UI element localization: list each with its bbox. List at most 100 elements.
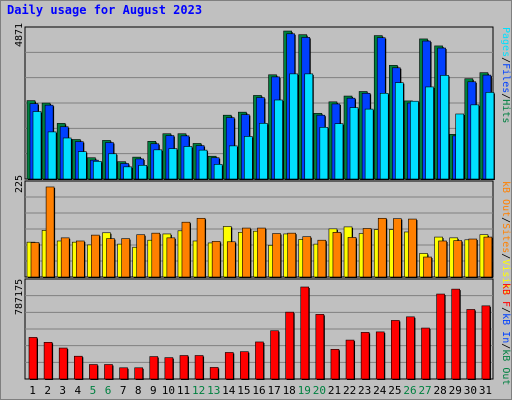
bar-kbytes-31 (481, 305, 491, 380)
bar-sites-16 (257, 227, 266, 278)
bar-pages-17 (274, 99, 283, 180)
day-label-18: 18 (283, 384, 296, 397)
bar-pages-3 (62, 137, 72, 180)
bar-sites-10 (166, 237, 176, 278)
bar-kbytes-19 (300, 286, 310, 380)
bar-sites-18 (287, 232, 296, 278)
day-label-25: 25 (388, 384, 401, 397)
bar-sites-28 (438, 240, 447, 278)
bar-pages-16 (259, 123, 268, 180)
bar-pages-26 (410, 100, 419, 180)
day-label-28: 28 (434, 384, 447, 397)
bar-pages-18 (289, 73, 298, 180)
day-label-21: 21 (328, 384, 341, 397)
day-label-12: 12 (192, 384, 205, 397)
bar-sites-11 (181, 221, 191, 278)
bar-kbytes-2 (43, 342, 53, 380)
bar-sites-30 (468, 238, 478, 278)
bar-sites-12 (196, 217, 206, 278)
bar-pages-21 (334, 123, 344, 180)
day-label-4: 4 (75, 384, 82, 397)
bar-kbytes-21 (330, 349, 340, 380)
bar-kbytes-30 (466, 309, 476, 380)
day-label-14: 14 (222, 384, 236, 397)
bar-pages-13 (213, 164, 223, 180)
bar-sites-6 (106, 238, 115, 278)
bar-sites-23 (362, 228, 372, 278)
bar-sites-24 (377, 217, 387, 278)
bar-pages-30 (470, 104, 480, 180)
bar-pages-5 (93, 161, 102, 180)
bar-sites-20 (317, 239, 327, 278)
bar-sites-9 (151, 232, 161, 278)
bar-kbytes-20 (315, 314, 325, 380)
bar-kbytes-28 (436, 293, 445, 380)
bar-kbytes-22 (345, 339, 355, 380)
day-label-17: 17 (267, 384, 280, 397)
bar-kbytes-16 (255, 341, 264, 380)
bar-pages-23 (364, 108, 374, 180)
day-label-24: 24 (373, 384, 387, 397)
bar-kbytes-6 (104, 364, 113, 380)
bar-pages-19 (304, 73, 314, 180)
bar-pages-28 (440, 75, 449, 180)
bar-pages-9 (153, 149, 163, 180)
bar-pages-20 (319, 127, 329, 180)
bar-kbytes-5 (89, 364, 98, 380)
bar-kbytes-8 (134, 367, 143, 380)
bar-kbytes-1 (28, 337, 38, 380)
day-label-31: 31 (479, 384, 492, 397)
bar-sites-7 (121, 238, 130, 278)
day-label-6: 6 (105, 384, 112, 397)
bar-pages-14 (228, 145, 238, 180)
bar-sites-22 (347, 237, 357, 278)
day-label-7: 7 (120, 384, 127, 397)
bar-pages-6 (108, 153, 117, 180)
bar-pages-27 (425, 86, 434, 180)
bar-sites-25 (393, 218, 402, 278)
bar-sites-8 (136, 234, 145, 278)
bar-kbytes-27 (421, 327, 430, 380)
bar-sites-14 (226, 241, 236, 278)
bar-kbytes-18 (285, 311, 294, 380)
day-label-30: 30 (464, 384, 477, 397)
day-label-23: 23 (358, 384, 371, 397)
day-label-2: 2 (44, 384, 51, 397)
day-label-11: 11 (177, 384, 190, 397)
bar-pages-22 (349, 107, 359, 180)
bar-sites-31 (483, 236, 493, 278)
bar-kbytes-29 (451, 288, 461, 380)
bar-kbytes-24 (375, 331, 385, 380)
bar-sites-15 (242, 227, 251, 278)
day-label-5: 5 (90, 384, 97, 397)
bar-sites-3 (60, 237, 70, 278)
bar-sites-27 (423, 256, 432, 278)
day-label-15: 15 (237, 384, 250, 397)
bar-kbytes-12 (194, 355, 204, 380)
bar-pages-1 (32, 111, 42, 180)
day-label-1: 1 (29, 384, 36, 397)
bar-kbytes-13 (209, 367, 219, 380)
day-label-10: 10 (162, 384, 175, 397)
bar-kbytes-15 (240, 351, 249, 380)
bar-sites-1 (30, 242, 40, 278)
bar-pages-4 (77, 151, 87, 180)
day-label-13: 13 (207, 384, 220, 397)
bar-sites-21 (332, 232, 342, 278)
bar-kbytes-3 (58, 347, 68, 380)
bar-sites-19 (302, 236, 312, 278)
bar-kbytes-10 (164, 357, 174, 380)
bar-pages-12 (198, 149, 208, 180)
bar-pages-7 (123, 166, 132, 180)
day-label-9: 9 (150, 384, 157, 397)
day-label-8: 8 (135, 384, 142, 397)
bar-pages-2 (47, 131, 57, 180)
bar-kbytes-11 (179, 355, 189, 380)
bar-pages-29 (455, 113, 465, 180)
bar-kbytes-26 (406, 316, 415, 380)
bar-kbytes-7 (119, 367, 128, 380)
bar-pages-15 (244, 136, 253, 180)
day-label-27: 27 (418, 384, 431, 397)
